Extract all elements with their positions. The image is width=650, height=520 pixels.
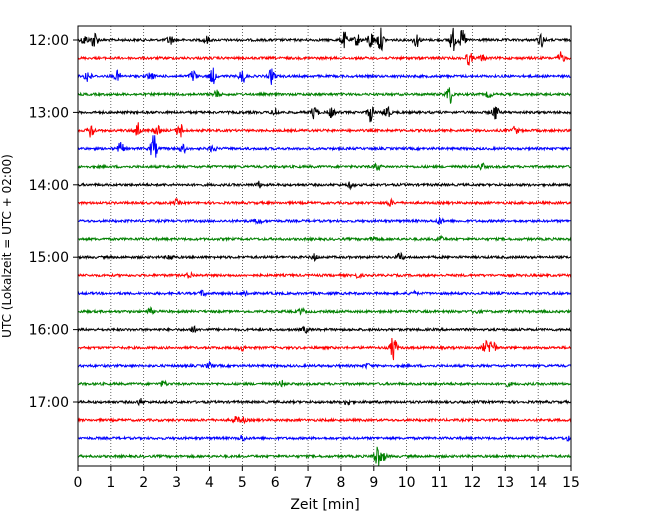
y-tick-label: 16:00: [29, 323, 69, 339]
seismogram-trace-1645: [77, 379, 572, 388]
y-tick-label: 17:00: [29, 395, 69, 411]
seismogram-trace-1530: [77, 289, 572, 298]
seismogram-trace-1615: [77, 337, 572, 361]
x-tick-label: 4: [205, 475, 214, 491]
x-tick-label: 1: [106, 475, 115, 491]
x-tick-label: 8: [336, 475, 345, 491]
x-tick-label: 6: [271, 475, 280, 491]
seismogram-trace-1600: [77, 325, 572, 334]
seismogram-trace-1700: [77, 398, 572, 407]
x-tick-label: 15: [562, 475, 580, 491]
seismogram-trace-1230: [77, 67, 572, 85]
seismogram-trace-1515: [77, 270, 572, 280]
y-axis-ticks: 12:00 13:00 14:00 15:00 16:00 17:00: [29, 33, 78, 411]
seismogram-trace-1430: [77, 216, 572, 226]
vertical-grid: [110, 26, 539, 466]
y-tick-label: 14:00: [29, 178, 69, 194]
seismogram-trace-1415: [77, 197, 572, 207]
seismogram-trace-1200: [77, 27, 572, 52]
x-tick-label: 3: [172, 475, 181, 491]
trace-group: [77, 27, 572, 467]
y-tick-label: 15:00: [29, 250, 69, 266]
seismogram-trace-1445: [77, 234, 572, 243]
seismogram-trace-1715: [77, 415, 572, 425]
seismogram-trace-1500: [77, 251, 572, 262]
x-axis-title: Zeit [min]: [290, 497, 359, 513]
seismogram-trace-1245: [77, 87, 572, 104]
plot-frame: [77, 25, 572, 467]
seismogram-trace-1400: [77, 180, 572, 191]
x-tick-label: 12: [463, 475, 481, 491]
seismogram-trace-1315: [78, 122, 572, 138]
seismogram-trace-1545: [77, 306, 572, 316]
x-tick-label: 2: [139, 475, 148, 491]
y-axis-title: UTC (Lokalzeit = UTC + 02:00): [0, 154, 14, 338]
y-tick-label: 12:00: [29, 33, 69, 49]
x-tick-label: 13: [496, 475, 514, 491]
seismogram-trace-1330: [77, 135, 572, 158]
x-axis-ticks: 0 1 2 3 4 5 6 7 8 9 10 11 12 13 14 15: [74, 466, 580, 491]
x-tick-label: 0: [74, 475, 83, 491]
seismogram-trace-1300: [77, 105, 572, 123]
seismogram-trace-1345: [77, 162, 572, 171]
x-tick-label: 11: [431, 475, 449, 491]
x-tick-label: 14: [529, 475, 547, 491]
x-tick-label: 7: [304, 475, 313, 491]
x-tick-label: 9: [369, 475, 378, 491]
y-tick-label: 13:00: [29, 105, 69, 121]
x-tick-label: 10: [398, 475, 416, 491]
x-tick-label: 5: [238, 475, 247, 491]
seismogram-trace-1745: [77, 446, 572, 467]
seismogram-trace-1630: [77, 359, 572, 370]
seismogram-trace-1215: [77, 51, 572, 66]
seismogram-trace-1730: [77, 434, 572, 442]
